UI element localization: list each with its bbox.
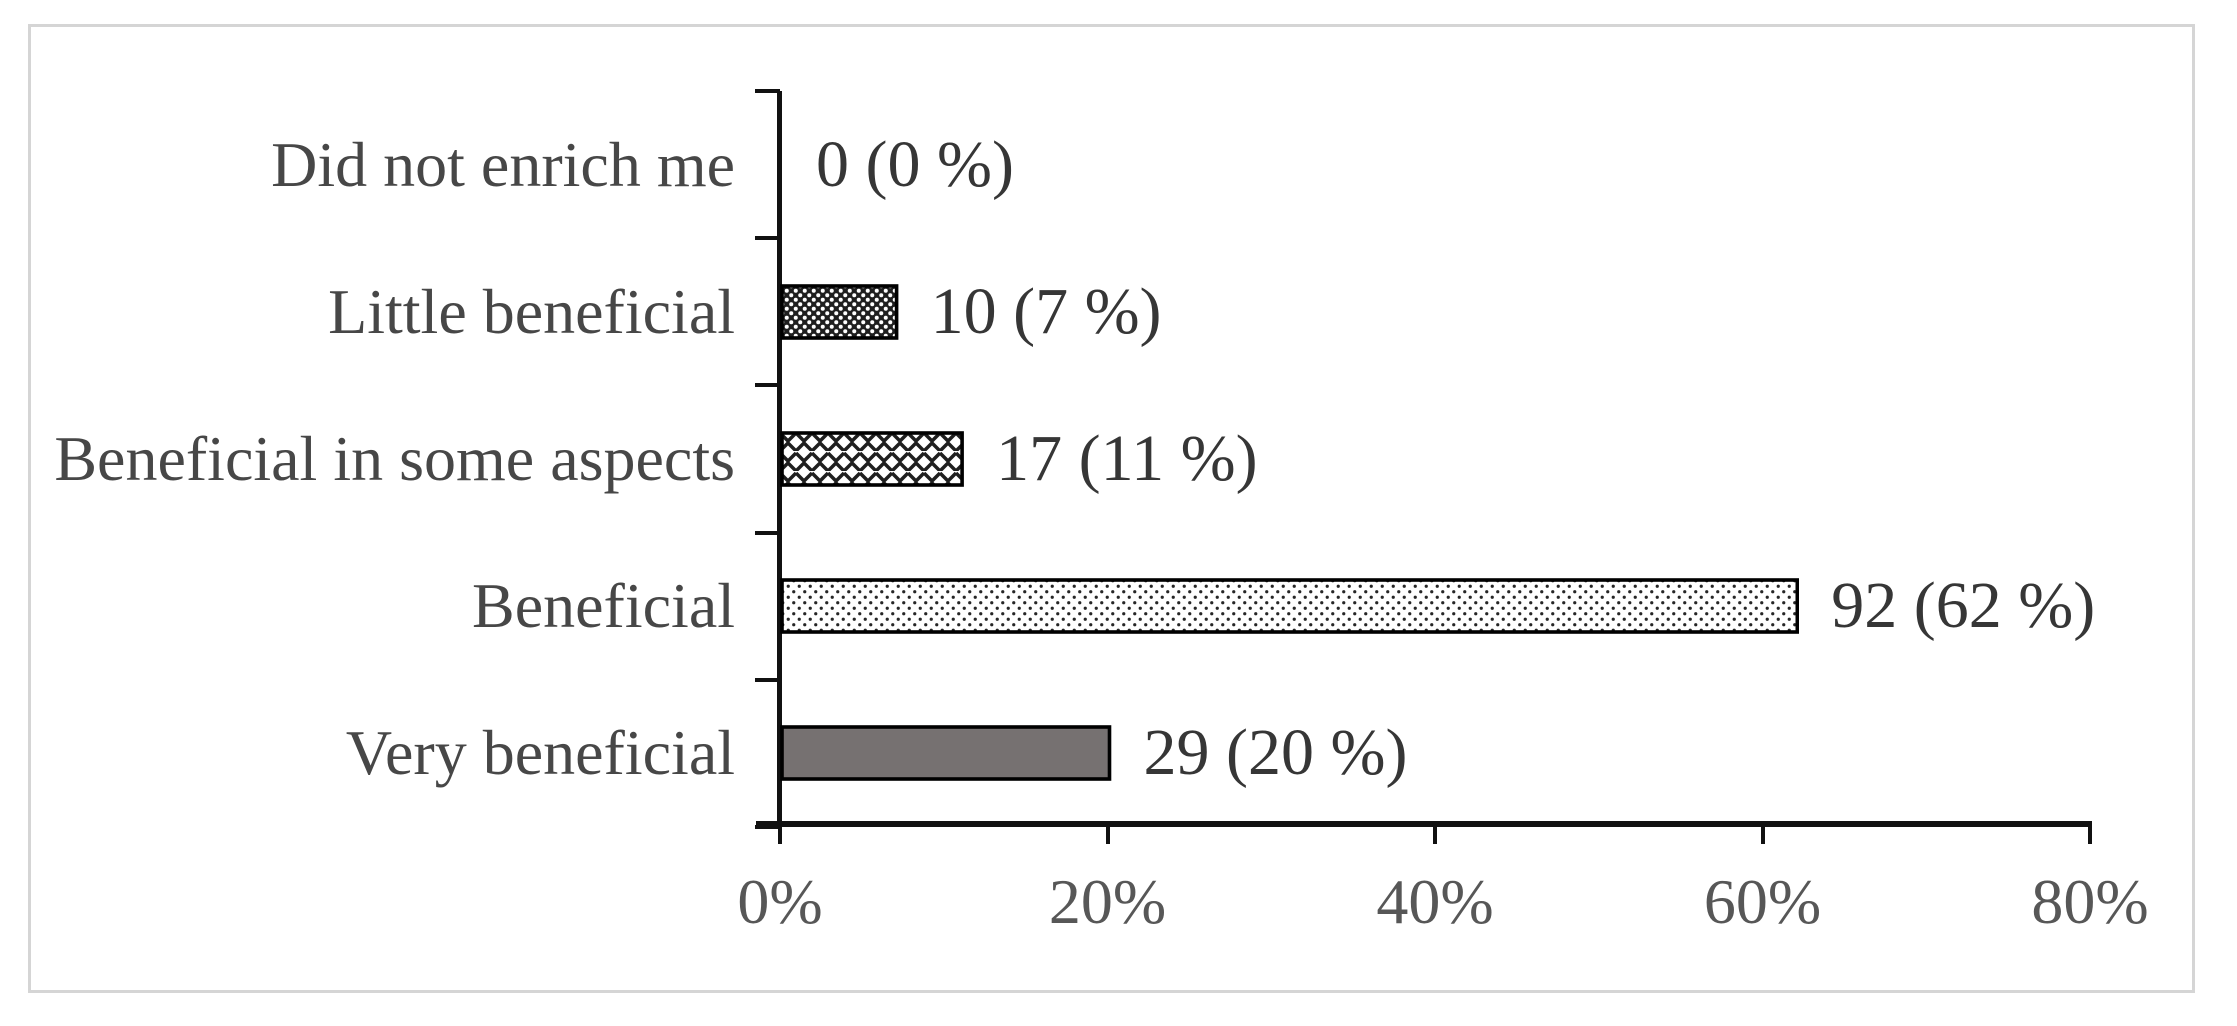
- y-tick: [755, 530, 780, 535]
- value-label: 92 (62 %): [1831, 569, 2096, 643]
- y-tick: [755, 677, 780, 682]
- y-tick: [755, 825, 780, 829]
- y-tick: [755, 89, 780, 93]
- x-tick-label: 80%: [2031, 866, 2149, 937]
- category-label: Little beneficial: [328, 275, 735, 347]
- bar: [780, 725, 1112, 782]
- x-tick-label: 40%: [1376, 866, 1494, 937]
- x-tick-label: 20%: [1048, 866, 1167, 937]
- x-axis-line: [756, 821, 2092, 827]
- category-label: Beneficial in some aspects: [54, 423, 735, 494]
- bar: [780, 431, 964, 487]
- x-tick: [1760, 827, 1765, 844]
- x-tick: [2088, 827, 2092, 844]
- bar: [780, 283, 899, 340]
- category-label: Beneficial: [472, 570, 735, 642]
- value-label: 29 (20 %): [1143, 716, 1408, 790]
- x-tick-label: 60%: [1703, 866, 1822, 937]
- x-tick: [1105, 827, 1110, 844]
- x-tick: [778, 827, 782, 844]
- value-label: 10 (7 %): [930, 274, 1162, 348]
- y-axis-line: [777, 91, 782, 827]
- value-label: 0 (0 %): [816, 127, 1014, 201]
- category-label: Very beneficial: [345, 717, 735, 789]
- chart-frame: [28, 24, 2195, 993]
- bar: [780, 578, 1800, 634]
- x-tick-label: 0%: [737, 866, 823, 937]
- category-label: Did not enrich me: [271, 128, 735, 200]
- value-label: 17 (11 %): [996, 422, 1258, 495]
- y-tick: [755, 383, 780, 388]
- y-tick: [755, 236, 780, 241]
- x-tick: [1433, 827, 1437, 844]
